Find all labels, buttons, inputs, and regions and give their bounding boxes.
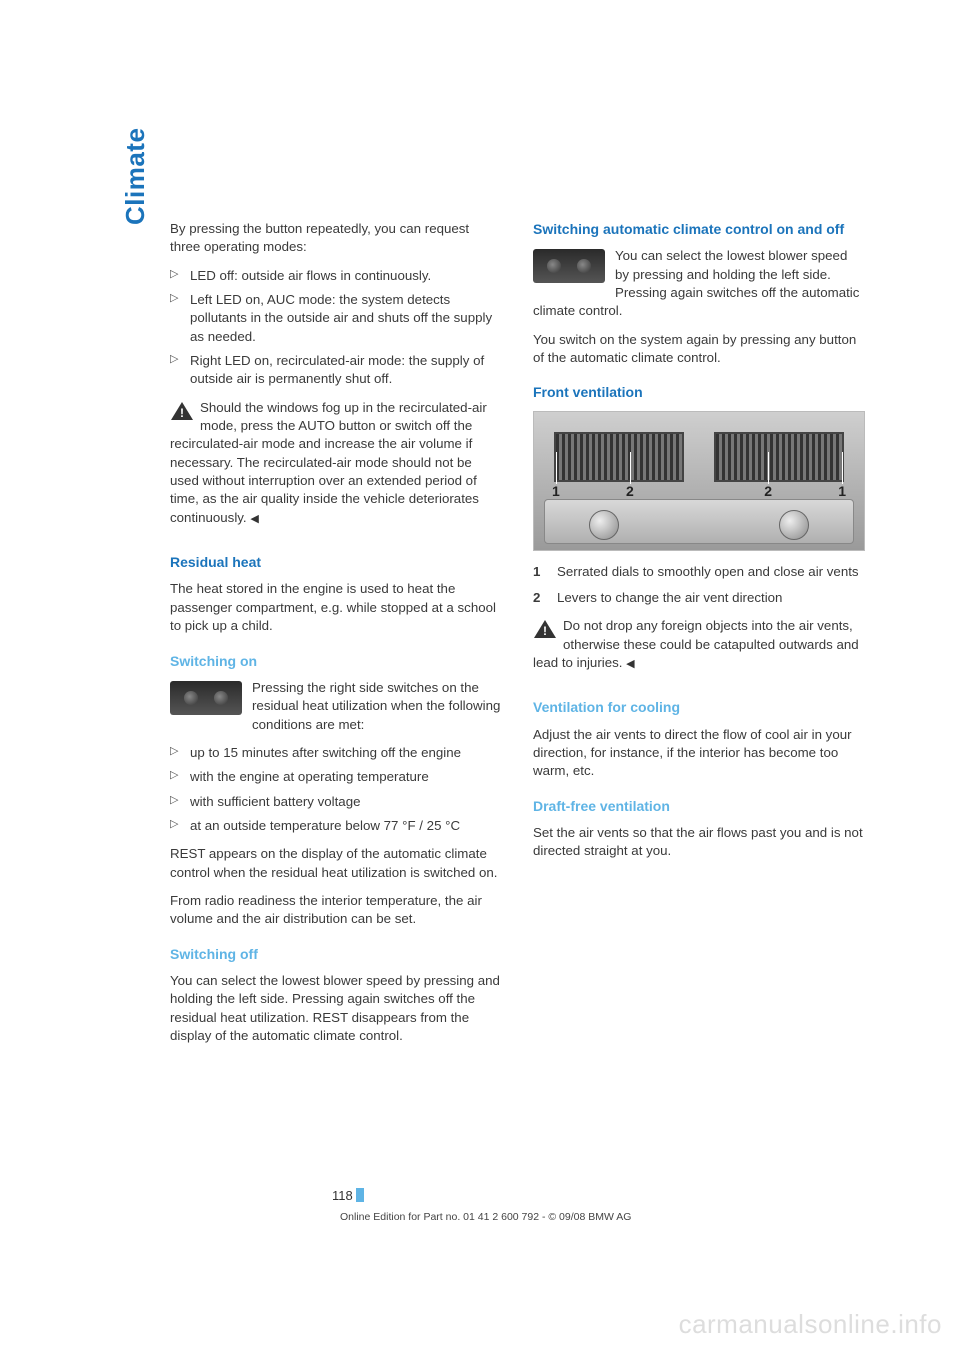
knob-icon — [589, 510, 619, 540]
list-item: LED off: outside air flows in continuous… — [170, 267, 501, 285]
body-text: From radio readiness the interior temper… — [170, 892, 501, 929]
callout-bar: 1 2 2 1 — [534, 478, 864, 502]
footer-text: Online Edition for Part no. 01 41 2 600 … — [340, 1211, 631, 1223]
blower-button-icon — [170, 681, 242, 715]
page-marker-icon — [356, 1188, 364, 1202]
body-with-icon: Pressing the right side switches on the … — [170, 679, 501, 734]
warning-paragraph: ! Do not drop any foreign objects into t… — [533, 617, 865, 672]
body-text: You switch on the system again by pressi… — [533, 331, 865, 368]
item-number: 2 — [533, 589, 540, 607]
body-text: REST appears on the display of the autom… — [170, 845, 501, 882]
warning-icon: ! — [533, 619, 557, 639]
vent-grille-icon — [554, 432, 684, 482]
left-column: By pressing the button repeatedly, you c… — [170, 220, 501, 1055]
list-item: at an outside temperature below 77 °F / … — [170, 817, 501, 835]
heading-ventilation-cooling: Ventilation for cooling — [533, 698, 865, 717]
knob-icon — [779, 510, 809, 540]
blower-button-icon — [533, 249, 605, 283]
list-item: 1 Serrated dials to smoothly open and cl… — [533, 563, 865, 581]
end-marker-icon: ◀ — [250, 512, 258, 527]
intro-text: By pressing the button repeatedly, you c… — [170, 220, 501, 257]
heading-auto-onoff: Switching automatic climate control on a… — [533, 220, 865, 239]
body-text: Pressing the right side switches on the … — [252, 680, 500, 732]
body-text: Adjust the air vents to direct the flow … — [533, 726, 865, 781]
vent-grille-icon — [714, 432, 844, 482]
svg-text:!: ! — [180, 406, 184, 420]
watermark-text: carmanualsonline.info — [679, 1309, 942, 1340]
section-label: Climate — [120, 128, 151, 225]
end-marker-icon: ◀ — [626, 657, 634, 672]
warning-paragraph: ! Should the windows fog up in the recir… — [170, 399, 501, 527]
callout-label: 2 — [626, 482, 634, 501]
right-column: Switching automatic climate control on a… — [533, 220, 865, 1055]
list-item: Left LED on, AUC mode: the system detect… — [170, 291, 501, 346]
warning-icon: ! — [170, 401, 194, 421]
warning-text: Should the windows fog up in the recircu… — [170, 400, 487, 525]
body-with-icon: You can select the lowest blower speed b… — [533, 247, 865, 320]
heading-switching-off: Switching off — [170, 945, 501, 964]
item-number: 1 — [533, 563, 540, 581]
list-item: with sufficient battery voltage — [170, 793, 501, 811]
heading-switching-on: Switching on — [170, 652, 501, 671]
list-item: 2 Levers to change the air vent directio… — [533, 589, 865, 607]
body-text: The heat stored in the engine is used to… — [170, 580, 501, 635]
front-ventilation-figure: 1 2 2 1 — [533, 411, 865, 551]
list-item: up to 15 minutes after switching off the… — [170, 744, 501, 762]
body-text: Set the air vents so that the air flows … — [533, 824, 865, 861]
heading-residual-heat: Residual heat — [170, 553, 501, 572]
list-item: Right LED on, recirculated-air mode: the… — [170, 352, 501, 389]
list-item: with the engine at operating temperature — [170, 768, 501, 786]
warning-text: Do not drop any foreign objects into the… — [533, 618, 859, 670]
heading-front-ventilation: Front ventilation — [533, 383, 865, 402]
page-number-value: 118 — [332, 1188, 353, 1203]
item-text: Serrated dials to smoothly open and clos… — [557, 564, 859, 579]
heading-draft-free: Draft-free ventilation — [533, 797, 865, 816]
callout-label: 1 — [552, 482, 560, 501]
page-number: 118 — [332, 1188, 364, 1203]
svg-text:!: ! — [543, 624, 547, 638]
body-text: You can select the lowest blower speed b… — [170, 972, 501, 1045]
callout-label: 2 — [764, 482, 772, 501]
callout-list: 1 Serrated dials to smoothly open and cl… — [533, 563, 865, 608]
callout-label: 1 — [838, 482, 846, 501]
modes-list: LED off: outside air flows in continuous… — [170, 267, 501, 389]
conditions-list: up to 15 minutes after switching off the… — [170, 744, 501, 835]
item-text: Levers to change the air vent direction — [557, 590, 782, 605]
